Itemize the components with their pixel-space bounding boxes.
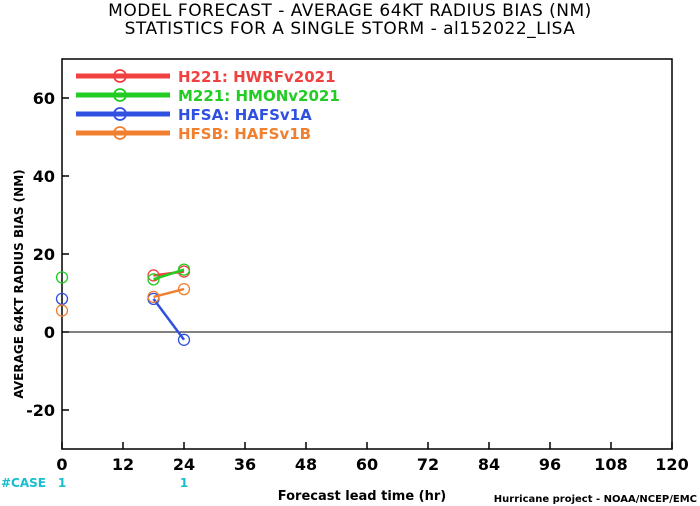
credit-text: Hurricane project - NOAA/NCEP/EMC	[494, 494, 697, 505]
y-tick-label: -20	[26, 401, 55, 420]
legend-marker	[113, 126, 127, 140]
x-tick-label: 12	[112, 455, 134, 474]
x-axis-label: Forecast lead time (hr)	[278, 489, 446, 504]
data-point-marker	[55, 304, 69, 317]
data-point-marker	[55, 271, 69, 284]
data-point-marker	[147, 269, 160, 282]
legend-marker	[113, 69, 127, 83]
x-tick-label: 120	[655, 455, 688, 474]
legend-label: HFSB: HAFSv1B	[178, 125, 311, 143]
data-point-marker	[147, 290, 160, 304]
legend-label: M221: HMONv2021	[178, 87, 340, 105]
x-tick-label: 36	[234, 455, 256, 474]
data-point-marker	[177, 263, 191, 276]
y-tick-label: 40	[33, 167, 55, 186]
x-tick-label: 0	[56, 455, 67, 474]
data-point-marker	[55, 292, 69, 306]
plot-frame	[61, 58, 673, 450]
x-tick-label: 108	[594, 455, 627, 474]
y-tick-label: 0	[44, 323, 55, 342]
chart-title: MODEL FORECAST - AVERAGE 64KT RADIUS BIA…	[108, 1, 592, 21]
case-count: 1	[180, 476, 188, 490]
series-line	[152, 298, 186, 341]
legend-marker	[113, 88, 127, 102]
legend-label: H221: HWRFv2021	[178, 68, 336, 86]
y-tick-label: 60	[33, 89, 55, 108]
y-tick-label: 20	[33, 245, 55, 264]
data-point-marker	[147, 273, 160, 286]
chart-subtitle: STATISTICS FOR A SINGLE STORM - al152022…	[124, 19, 576, 39]
case-count: 1	[58, 476, 66, 490]
x-tick-label: 96	[539, 455, 561, 474]
legend-marker	[113, 107, 127, 121]
x-tick-label: 72	[417, 455, 439, 474]
x-tick-label: 24	[173, 455, 195, 474]
x-tick-label: 48	[295, 455, 317, 474]
x-tick-label: 84	[478, 455, 500, 474]
y-axis-label: AVERAGE 64KT RADIUS BIAS (NM)	[12, 169, 26, 398]
case-label: #CASE	[1, 476, 46, 490]
data-point-marker	[177, 333, 191, 346]
legend-label: HFSA: HAFSv1A	[178, 106, 312, 124]
data-point-marker	[177, 282, 191, 296]
x-tick-label: 60	[356, 455, 378, 474]
